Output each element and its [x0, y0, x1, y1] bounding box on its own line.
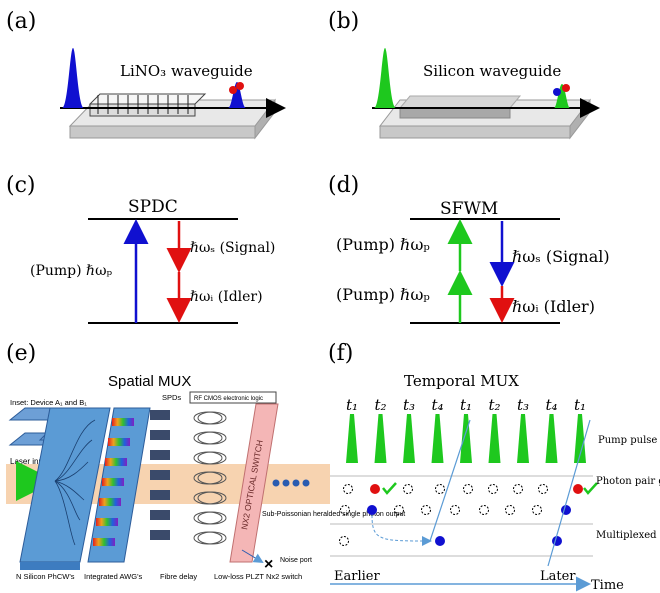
pump-pulse-icon	[545, 414, 558, 463]
pump-pulse-icon	[62, 48, 84, 108]
output-pulse-icon	[554, 84, 570, 108]
panel-a: (a) LiNO₃ waveguide	[6, 9, 286, 140]
spd-array	[150, 410, 170, 540]
pulse-time-label: t₂	[489, 396, 501, 414]
time-guide-line	[429, 419, 471, 542]
noise-x-icon: ×	[264, 556, 273, 573]
spdc-title: SPDC	[128, 197, 178, 217]
panel-d: (d) SFWM (Pump) ℏωₚ (Pump) ℏωₚ ℏωₛ (Sign…	[328, 173, 610, 324]
earlier-label: Earlier	[334, 569, 380, 584]
pump-pulse-icon	[488, 414, 501, 463]
noise-port-label: Noise port	[280, 557, 312, 564]
photon-red-icon	[236, 82, 244, 90]
panel-c-letter: (c)	[6, 173, 36, 198]
output-pulse-icon	[228, 82, 246, 108]
silicon-chip	[19, 407, 111, 570]
label-fibre-delay: Fibre delay	[160, 572, 197, 581]
optical-switch	[229, 403, 279, 563]
check-icon	[583, 482, 598, 495]
pulse-time-label: t₁	[460, 396, 472, 414]
photon-red-icon	[562, 84, 570, 92]
time-label: Time	[591, 578, 624, 593]
pump-pulse-icon	[374, 414, 387, 463]
rf-logic-label: RF CMOS electronic logic	[194, 396, 263, 402]
pump-pulse-label: Pump pulse	[598, 435, 657, 446]
label-awg: Integrated AWG's	[84, 572, 143, 581]
mux-source-label: Multiplexed photon source	[596, 530, 660, 541]
pulse-time-label: t₄	[432, 396, 444, 414]
photon-row-3	[339, 514, 562, 546]
check-icon	[382, 482, 397, 495]
noise-arrow	[241, 549, 264, 564]
pulse-time-label: t₁	[574, 396, 586, 414]
pump-label-2: (Pump) ℏωₚ	[336, 285, 430, 304]
photon-pair-label-text: Photon pair generation and heralding	[596, 476, 660, 487]
idler-label: ℏωᵢ (Idler)	[512, 297, 595, 316]
delay-arrow	[371, 514, 432, 546]
lino3-waveguide-slab	[68, 93, 277, 140]
photon-red-icon	[229, 86, 237, 94]
idler-label: ℏωᵢ (Idler)	[190, 289, 263, 305]
panel-e-letter: (e)	[6, 341, 36, 366]
pump-pulse-icon	[374, 48, 396, 108]
pulse-time-label: t₄	[546, 396, 558, 414]
inset-label: Inset: Device A₁ and B₁	[10, 398, 87, 407]
photon-blue-icon	[553, 88, 561, 96]
panel-f: (f) Temporal MUX t₁ t₂ t₃ t₄ t₁ t₂ t₃ t₄ t₁ Pump…	[328, 341, 660, 593]
pulse-labels: t₁ t₂ t₃ t₄ t₁ t₂ t₃ t₄ t₁	[346, 396, 586, 414]
panel-a-title: LiNO₃ waveguide	[120, 62, 253, 80]
panel-b: (b) Silicon waveguide	[328, 9, 600, 140]
pulse-time-label: t₁	[346, 396, 358, 414]
rf-logic-box	[189, 391, 277, 404]
photon-row-1	[343, 482, 598, 495]
pump-pulses	[346, 414, 586, 463]
panel-e: (e) Spatial MUX Inset: Device A₁ and B₁ …	[6, 341, 405, 581]
panel-e-title: Spatial MUX	[108, 373, 191, 390]
pump-pulse-icon	[431, 414, 444, 463]
pump-label: (Pump) ℏωₚ	[30, 263, 112, 279]
pulse-time-label: t₃	[517, 396, 529, 414]
pump-pulse-icon	[403, 414, 415, 463]
fibre-delay-loops	[193, 411, 227, 545]
panel-c: (c) SPDC (Pump) ℏωₚ ℏωₛ (Signal) ℏωᵢ (Id…	[6, 173, 275, 324]
sfwm-title: SFWM	[440, 199, 498, 219]
label-plzt-switch: Low-loss PLZT Nx2 switch	[214, 572, 302, 581]
pump-label-1: (Pump) ℏωₚ	[336, 235, 430, 254]
spds-label: SPDs	[162, 393, 181, 402]
panel-f-letter: (f)	[328, 341, 353, 366]
signal-label: ℏωₛ (Signal)	[190, 240, 275, 256]
panel-b-title: Silicon waveguide	[423, 62, 561, 80]
label-silicon: N Silicon PhCW's	[16, 572, 75, 581]
photon-row-2	[340, 505, 571, 515]
later-label: Later	[540, 569, 576, 584]
panel-d-letter: (d)	[328, 173, 359, 198]
time-guide-line	[547, 419, 591, 567]
pump-pulse-icon	[574, 414, 586, 463]
awg-chip	[87, 407, 151, 563]
signal-label: ℏωₛ (Signal)	[512, 247, 610, 266]
panel-b-letter: (b)	[328, 9, 359, 34]
mux-source-label-text: Multiplexed photon source	[596, 530, 660, 541]
pulse-time-label: t₂	[375, 396, 387, 414]
pump-pulse-icon	[346, 414, 358, 463]
pump-pulse-icon	[517, 414, 529, 463]
pump-pulse-icon	[460, 414, 472, 463]
output-label: Sub-Poissonian heralded single photon ou…	[262, 511, 405, 518]
panel-f-title: Temporal MUX	[404, 372, 519, 390]
panel-a-letter: (a)	[6, 9, 36, 34]
output-photons	[272, 479, 310, 487]
photon-pair-label: Photon pair generation and heralding	[596, 476, 660, 487]
pulse-time-label: t₃	[403, 396, 415, 414]
